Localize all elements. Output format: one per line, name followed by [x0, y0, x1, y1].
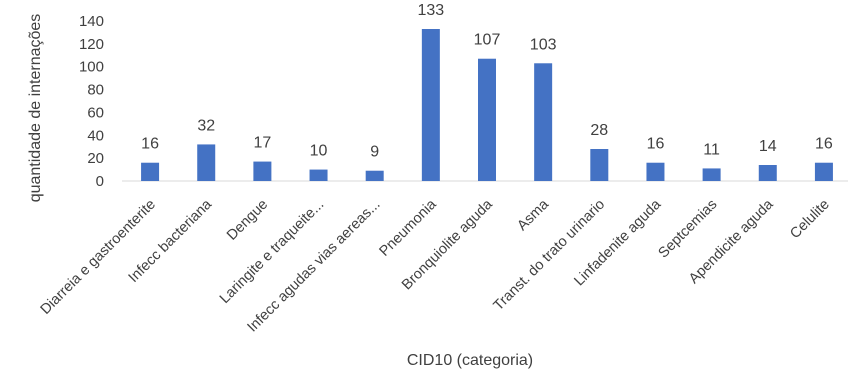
data-label: 14 — [759, 138, 777, 155]
y-tick-label: 80 — [87, 82, 104, 99]
y-tick-label: 60 — [87, 104, 104, 121]
bar — [421, 29, 440, 181]
category-label: Diarreia e gastroenterite — [38, 197, 159, 318]
y-axis-title: quantidade de internações — [27, 14, 44, 203]
data-label: 16 — [815, 136, 833, 153]
x-axis-title: CID10 (categoria) — [407, 352, 533, 369]
bar — [365, 170, 384, 181]
y-tick-label: 100 — [79, 59, 104, 76]
bar — [253, 161, 272, 181]
bars — [141, 29, 833, 181]
bar — [590, 149, 609, 181]
category-label: Dengue — [224, 197, 271, 244]
y-tick-label: 20 — [87, 150, 104, 167]
category-label: Laringite e traqueite... — [217, 197, 327, 307]
data-label: 32 — [197, 117, 215, 134]
bar — [309, 169, 328, 181]
data-label: 103 — [530, 36, 557, 53]
bar — [702, 168, 721, 181]
y-tick-label: 120 — [79, 36, 104, 53]
data-label: 11 — [703, 141, 720, 158]
bar — [534, 63, 553, 181]
data-label: 9 — [370, 144, 379, 161]
data-label: 16 — [647, 136, 665, 153]
data-label: 10 — [310, 143, 328, 160]
bar — [197, 144, 216, 181]
bar — [141, 162, 160, 181]
category-label: Asma — [514, 196, 552, 234]
y-tick-label: 140 — [79, 13, 104, 30]
data-label: 28 — [590, 122, 608, 139]
bar — [814, 162, 833, 181]
data-label: 16 — [141, 136, 159, 153]
y-tick-label: 40 — [87, 127, 104, 144]
bar — [646, 162, 665, 181]
data-labels: 16 32 17 10 9 133 107 103 28 16 11 14 16 — [141, 2, 833, 161]
y-tick-label: 0 — [96, 173, 104, 190]
data-label: 107 — [474, 32, 501, 49]
data-label: 17 — [253, 135, 271, 152]
bar — [758, 165, 777, 181]
category-label: Celulite — [787, 197, 833, 243]
category-label: Transt. do trato urinario — [491, 197, 609, 315]
data-label: 133 — [417, 2, 444, 19]
y-axis-ticks: 0 20 40 60 80 100 120 140 — [79, 13, 104, 190]
bar — [478, 58, 496, 181]
